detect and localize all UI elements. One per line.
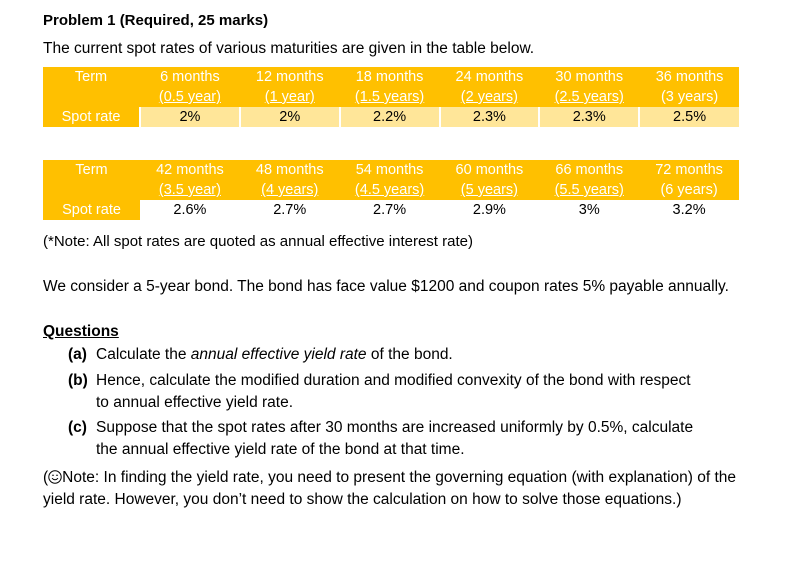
spot-rate-cell: 2.3%: [538, 107, 640, 127]
year-text: (6 years): [660, 182, 718, 198]
year-text: (5 years): [460, 182, 519, 198]
question-b: (b) Hence, calculate the modified duratio…: [68, 370, 768, 414]
year-row: (3.5 year) (4 years) (4.5 years) (5 year…: [43, 180, 739, 200]
question-a-label: (a): [68, 346, 87, 363]
question-b-label: (b): [68, 372, 88, 389]
question-a-emphasis: annual effective yield rate: [190, 346, 367, 363]
term-label: Term: [43, 67, 141, 87]
question-c-line2: the annual effective yield rate of the b…: [96, 441, 465, 458]
question-a: (a) Calculate the annual effective yield …: [68, 344, 768, 366]
year-cell: (0.5 year): [139, 87, 240, 107]
spot-rate-cell: 2.2%: [338, 107, 440, 127]
term-cell: 36 months: [638, 67, 739, 87]
problem-title: Problem 1 (Required, 25 marks): [43, 12, 269, 29]
year-cell: (2 years): [438, 87, 540, 107]
year-text: (4 years): [261, 182, 319, 198]
question-a-text-post: of the bond.: [366, 346, 453, 363]
year-cell: (4 years): [239, 180, 340, 200]
spot-rate-cell: 2%: [139, 107, 240, 127]
spot-rate-note: (*Note: All spot rates are quoted as ann…: [43, 233, 473, 250]
question-c-line1: Suppose that the spot rates after 30 mon…: [96, 419, 694, 436]
year-text: (2 years): [460, 89, 519, 105]
year-cell: (1.5 years): [338, 87, 440, 107]
term-row: Term 6 months 12 months 18 months 24 mon…: [43, 67, 739, 87]
term-cell: 24 months: [438, 67, 540, 87]
spot-rate-cell: 3.2%: [639, 200, 739, 220]
year-row: (0.5 year) (1 year) (1.5 years) (2 years…: [43, 87, 739, 107]
term-cell: 12 months: [238, 67, 340, 87]
term-cell: 72 months: [639, 160, 739, 180]
year-text: (1.5 years): [354, 89, 425, 105]
spot-rate-table-2: Term 42 months 48 months 54 months 60 mo…: [43, 160, 739, 220]
problem-intro: The current spot rates of various maturi…: [43, 40, 535, 57]
term-cell: 6 months: [139, 67, 240, 87]
year-text: (5.5 years): [554, 182, 624, 198]
final-note-open: (: [43, 469, 49, 486]
year-cell: (5.5 years): [539, 180, 640, 200]
spot-rate-cell: 2.7%: [339, 200, 440, 220]
year-cell: (4.5 years): [339, 180, 440, 200]
questions-heading: Questions: [43, 323, 119, 340]
question-b-line1: Hence, calculate the modified duration a…: [96, 372, 691, 389]
spot-rate-cell: 2.9%: [439, 200, 540, 220]
term-cell: 66 months: [539, 160, 640, 180]
year-cell: (3.5 year): [140, 180, 240, 200]
year-cell: (3 years): [638, 87, 739, 107]
term-cell: 30 months: [538, 67, 640, 87]
question-c-label: (c): [68, 419, 87, 436]
question-b-line2: to annual effective yield rate.: [96, 394, 294, 411]
year-cell: (6 years): [639, 180, 739, 200]
year-label-empty: [43, 87, 141, 107]
question-c: (c) Suppose that the spot rates after 30 …: [68, 417, 768, 461]
term-cell: 54 months: [339, 160, 440, 180]
spot-rate-label: Spot rate: [43, 107, 141, 127]
spot-rate-row: Spot rate 2.6% 2.7% 2.7% 2.9% 3% 3.2%: [43, 200, 739, 220]
year-text: (4.5 years): [354, 182, 425, 198]
spot-rate-table-1: Term 6 months 12 months 18 months 24 mon…: [43, 67, 739, 127]
term-row: Term 42 months 48 months 54 months 60 mo…: [43, 160, 739, 180]
spot-rate-cell: 2.3%: [438, 107, 540, 127]
year-text: (1 year): [264, 89, 315, 105]
year-label-empty: [43, 180, 141, 200]
term-cell: 42 months: [140, 160, 240, 180]
spot-rate-cell: 2%: [238, 107, 340, 127]
bond-description: We consider a 5-year bond. The bond has …: [43, 278, 729, 295]
smiley-icon: [48, 469, 62, 484]
year-text: (2.5 years): [554, 89, 624, 105]
year-text: (3.5 year): [158, 182, 221, 198]
term-cell: 48 months: [239, 160, 340, 180]
final-note: (Note: In finding the yield rate, you ne…: [43, 467, 763, 511]
year-cell: (1 year): [238, 87, 340, 107]
year-text: (3 years): [660, 89, 719, 105]
year-text: (0.5 year): [158, 89, 221, 105]
year-cell: (2.5 years): [538, 87, 640, 107]
spot-rate-cell: 2.7%: [239, 200, 340, 220]
question-a-text-pre: Calculate the: [96, 346, 191, 363]
spot-rate-cell: 2.5%: [638, 107, 739, 127]
spot-rate-cell: 2.6%: [140, 200, 240, 220]
spot-rate-row: Spot rate 2% 2% 2.2% 2.3% 2.3% 2.5%: [43, 107, 739, 127]
spot-rate-label: Spot rate: [43, 200, 141, 220]
spot-rate-cell: 3%: [539, 200, 640, 220]
term-cell: 60 months: [439, 160, 540, 180]
term-label: Term: [43, 160, 141, 180]
year-cell: (5 years): [439, 180, 540, 200]
term-cell: 18 months: [338, 67, 440, 87]
final-note-text: Note: In finding the yield rate, you nee…: [43, 469, 737, 508]
